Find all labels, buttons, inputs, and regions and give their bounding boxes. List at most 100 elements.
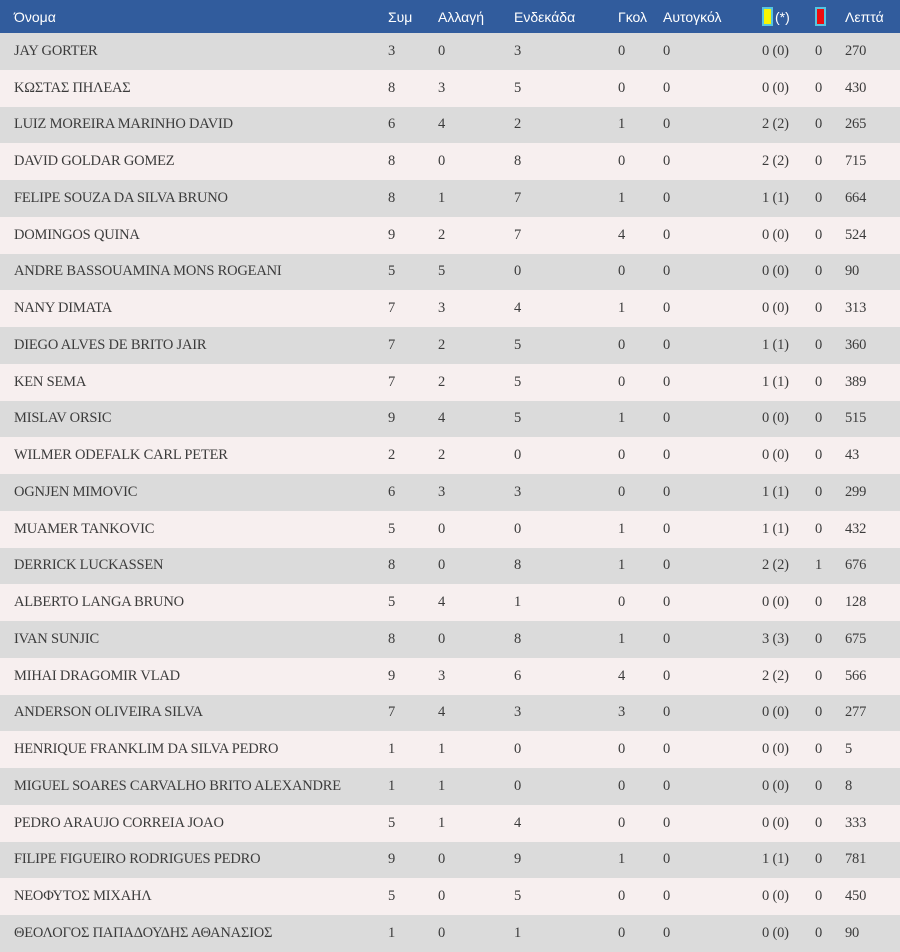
substitutions-cell: 4 [438,594,446,611]
yellow-cards-cell: 0 (0) [762,741,789,758]
red-cards-cell: 0 [815,594,823,611]
table-row: DAVID GOLDAR GOMEZ 8 0 8 0 0 2 (2) 0 715 [0,143,900,180]
table-row: ALBERTO LANGA BRUNO 5 4 1 0 0 0 (0) 0 128 [0,584,900,621]
goals-cell: 0 [618,888,626,905]
player-name-cell: OGNJEN MIMOVIC [14,483,138,500]
goals-cell: 0 [618,594,626,611]
own-goals-cell: 0 [663,704,671,721]
own-goals-cell: 0 [663,79,671,96]
substitutions-cell: 3 [438,79,446,96]
starting-eleven-cell: 0 [514,520,522,537]
own-goals-cell: 0 [663,410,671,427]
minutes-cell: 128 [845,594,867,611]
starting-eleven-cell: 4 [514,814,522,831]
goals-cell: 1 [618,300,626,317]
goals-cell: 1 [618,189,626,206]
goals-cell: 0 [618,79,626,96]
starting-eleven-cell: 0 [514,741,522,758]
red-cards-cell: 0 [815,153,823,170]
appearances-cell: 3 [388,42,396,59]
red-cards-cell: 0 [815,373,823,390]
starting-eleven-cell: 9 [514,851,522,868]
appearances-cell: 1 [388,741,396,758]
own-goals-cell: 0 [663,594,671,611]
minutes-cell: 450 [845,888,867,905]
starting-eleven-cell: 7 [514,189,522,206]
own-goals-cell: 0 [663,447,671,464]
goals-cell: 0 [618,447,626,464]
player-name-cell: LUIZ MOREIRA MARINHO DAVID [14,116,233,133]
goals-cell: 4 [618,667,626,684]
minutes-cell: 270 [845,42,867,59]
substitutions-cell: 0 [438,153,446,170]
substitutions-cell: 4 [438,704,446,721]
minutes-cell: 781 [845,851,867,868]
minutes-cell: 524 [845,226,867,243]
red-cards-cell: 0 [815,79,823,96]
substitutions-cell: 1 [438,814,446,831]
player-name-cell: WILMER ODEFALK CARL PETER [14,447,228,464]
substitutions-cell: 2 [438,373,446,390]
table-row: MIGUEL SOARES CARVALHO BRITO ALEXANDRE 1 1… [0,768,900,805]
appearances-cell: 7 [388,704,396,721]
starting-eleven-cell: 5 [514,373,522,390]
minutes-cell: 675 [845,630,867,647]
red-cards-cell: 0 [815,263,823,280]
player-name-cell: MIHAI DRAGOMIR VLAD [14,667,180,684]
starting-eleven-cell: 1 [514,594,522,611]
column-header-apps: Συμ [388,8,413,25]
yellow-cards-cell: 0 (0) [762,263,789,280]
goals-cell: 0 [618,336,626,353]
minutes-cell: 389 [845,373,867,390]
own-goals-cell: 0 [663,851,671,868]
own-goals-cell: 0 [663,483,671,500]
substitutions-cell: 1 [438,741,446,758]
goals-cell: 1 [618,410,626,427]
starting-eleven-cell: 8 [514,557,522,574]
appearances-cell: 7 [388,300,396,317]
yellow-cards-cell: 0 (0) [762,410,789,427]
table-row: PEDRO ARAUJO CORREIA JOAO 5 1 4 0 0 0 (0) 0 333 [0,804,900,842]
starting-eleven-cell: 8 [514,153,522,170]
own-goals-cell: 0 [663,189,671,206]
minutes-cell: 8 [845,777,853,794]
substitutions-cell: 3 [438,300,446,317]
red-cards-cell: 0 [815,520,823,537]
player-name-cell: MISLAV ORSIC [14,410,112,427]
starting-eleven-cell: 6 [514,667,522,684]
player-name-cell: KEN SEMA [14,373,87,390]
table-row: FILIPE FIGUEIRO RODRIGUES PEDRO 9 0 9 1 0 1 (1… [0,841,900,879]
own-goals-cell: 0 [663,336,671,353]
substitutions-cell: 2 [438,336,446,353]
appearances-cell: 1 [388,924,396,941]
table-row: MIHAI DRAGOMIR VLAD 9 3 6 4 0 2 (2) 0 566 [0,657,900,695]
yellow-cards-cell: 3 (3) [762,630,789,647]
starting-eleven-cell: 3 [514,42,522,59]
minutes-cell: 676 [845,557,867,574]
own-goals-cell: 0 [663,116,671,133]
table-header: Όνομα Συμ Αλλαγή Ενδεκάδα Γκολ Αυτογκόλ … [0,0,900,33]
substitutions-cell: 0 [438,851,446,868]
minutes-cell: 90 [845,263,860,280]
own-goals-cell: 0 [663,373,671,390]
player-name-cell: ANDERSON OLIVEIRA SILVA [14,704,203,721]
red-cards-cell: 0 [815,814,823,831]
minutes-cell: 432 [845,520,867,537]
own-goals-cell: 0 [663,924,671,941]
appearances-cell: 6 [388,483,396,500]
column-header-red-cards [815,7,845,26]
starting-eleven-cell: 5 [514,79,522,96]
table-row: HENRIQUE FRANKLIM DA SILVA PEDRO 1 1 0 0 0 0 (… [0,731,900,768]
starting-eleven-cell: 4 [514,300,522,317]
player-name-cell: ΘΕΟΛΟΓΟΣ ΠΑΠΑΔΟΥΔΗΣ ΑΘΑΝΑΣΙΟΣ [14,924,273,941]
appearances-cell: 1 [388,777,396,794]
red-cards-cell: 0 [815,483,823,500]
table-row: DOMINGOS QUINA 9 2 7 4 0 0 (0) 0 524 [0,216,900,254]
yellow-cards-cell: 0 (0) [762,924,789,941]
goals-cell: 1 [618,557,626,574]
starting-eleven-cell: 0 [514,263,522,280]
red-cards-cell: 0 [815,924,823,941]
appearances-cell: 7 [388,336,396,353]
table-row: LUIZ MOREIRA MARINHO DAVID 6 4 2 1 0 2 (2) 0 265 [0,106,900,144]
minutes-cell: 566 [845,667,867,684]
